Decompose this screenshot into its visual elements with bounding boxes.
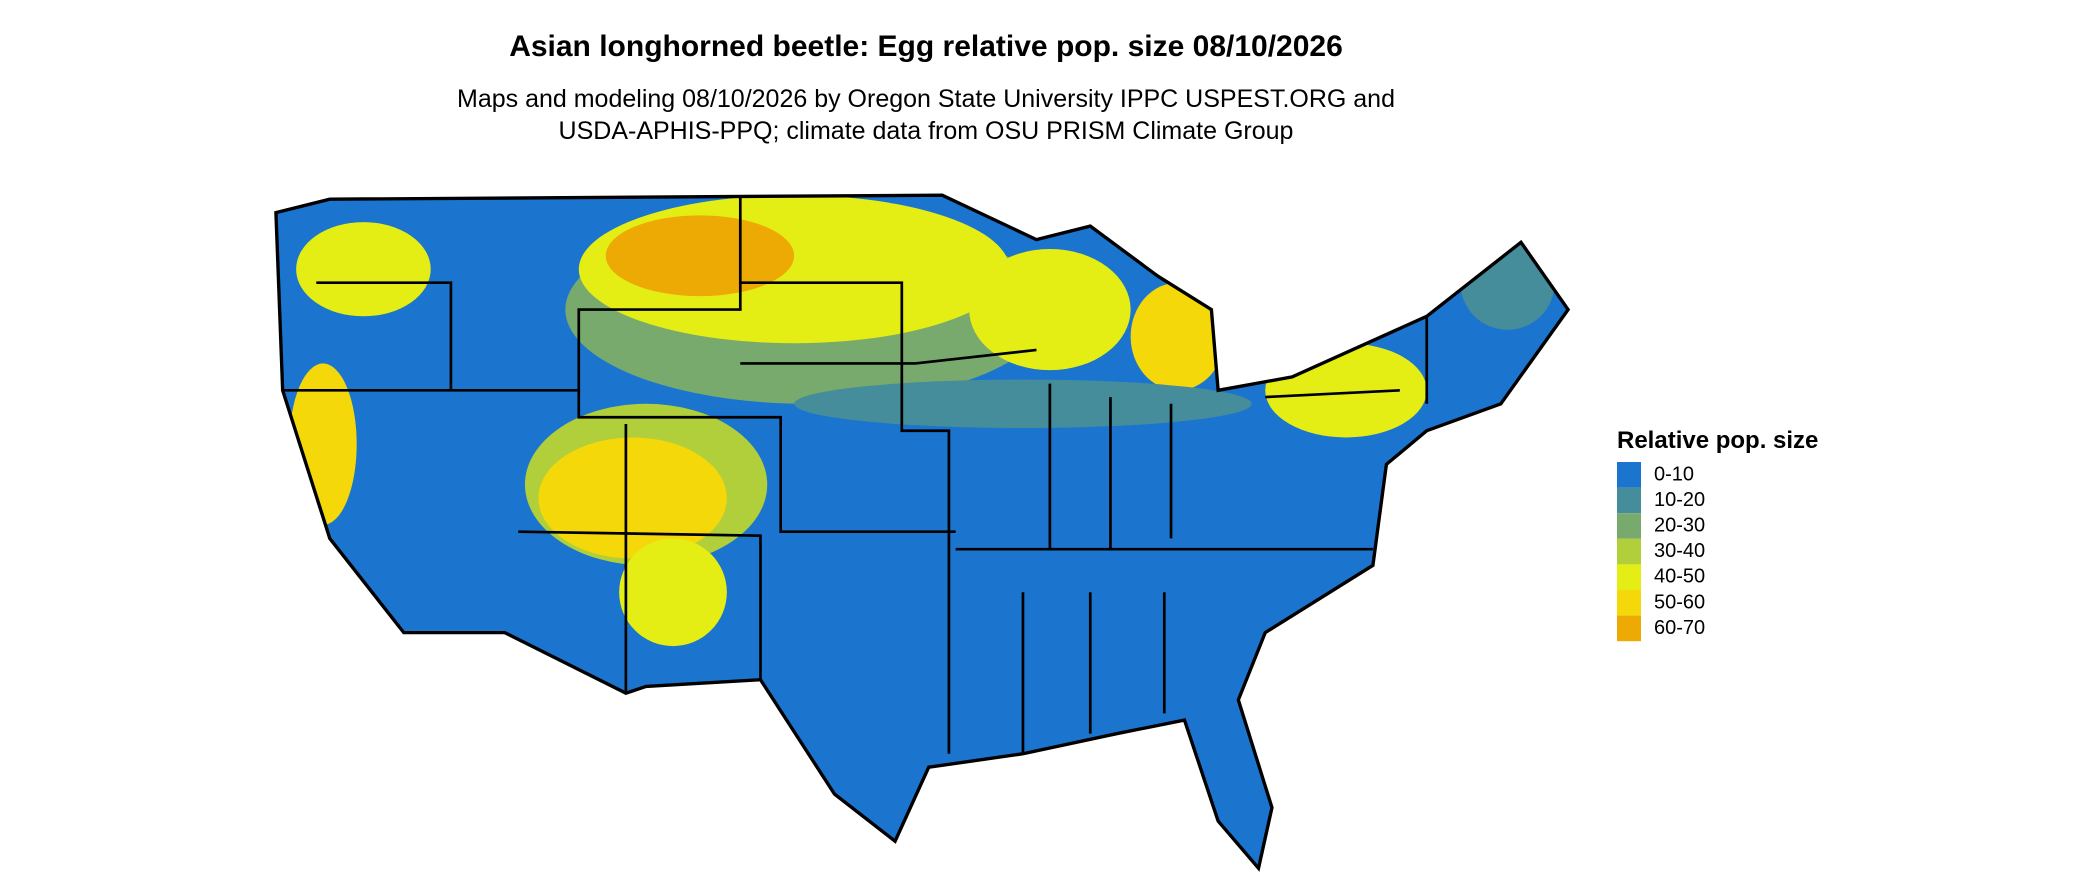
map-subtitle: USDA-APHIS-PPQ; climate data from OSU PR… — [559, 117, 1294, 145]
legend-swatch — [1617, 564, 1641, 590]
state-border — [1021, 592, 1166, 754]
region-fill — [605, 215, 795, 297]
state-border — [316, 281, 453, 391]
state-border — [518, 530, 762, 680]
map-title: Asian longhorned beetle: Egg relative po… — [509, 30, 1343, 63]
legend-title: Relative pop. size — [1617, 427, 1818, 454]
legend-label: 60-70 — [1654, 617, 1705, 639]
legend-swatch — [1617, 538, 1641, 565]
legend-label: 50-60 — [1654, 591, 1705, 613]
legend: 0-10 10-20 20-30 30-40 40-50 50-60 60-70 — [1617, 462, 1705, 642]
region-fill — [1265, 343, 1427, 438]
legend-swatch — [1617, 462, 1641, 488]
legend-swatch — [1617, 615, 1641, 642]
map-subtitle: Maps and modeling 08/10/2026 by Oregon S… — [457, 85, 1395, 113]
region-fill — [1460, 235, 1555, 330]
region-fill — [538, 437, 727, 559]
region-fill — [1130, 282, 1225, 391]
state-border — [1048, 383, 1173, 550]
legend-label: 40-50 — [1654, 566, 1705, 588]
legend-swatch — [1617, 513, 1641, 539]
state-border — [740, 281, 951, 754]
legend-label: 10-20 — [1654, 489, 1705, 511]
region-fill — [619, 538, 727, 647]
legend-swatch — [1617, 590, 1641, 616]
country-outline — [274, 193, 1571, 872]
state-border — [1265, 316, 1429, 404]
legend-label: 30-40 — [1654, 540, 1705, 562]
state-border — [577, 390, 956, 534]
region-fill — [794, 379, 1252, 429]
legend-label: 0-10 — [1654, 463, 1694, 485]
legend-swatch — [1617, 487, 1641, 514]
region-fill — [296, 222, 431, 317]
region-fill — [969, 249, 1131, 371]
state-border — [282, 195, 742, 392]
state-border — [740, 348, 1037, 365]
legend-label: 20-30 — [1654, 514, 1705, 536]
state-borders — [282, 195, 1429, 754]
us-map — [274, 193, 1571, 872]
